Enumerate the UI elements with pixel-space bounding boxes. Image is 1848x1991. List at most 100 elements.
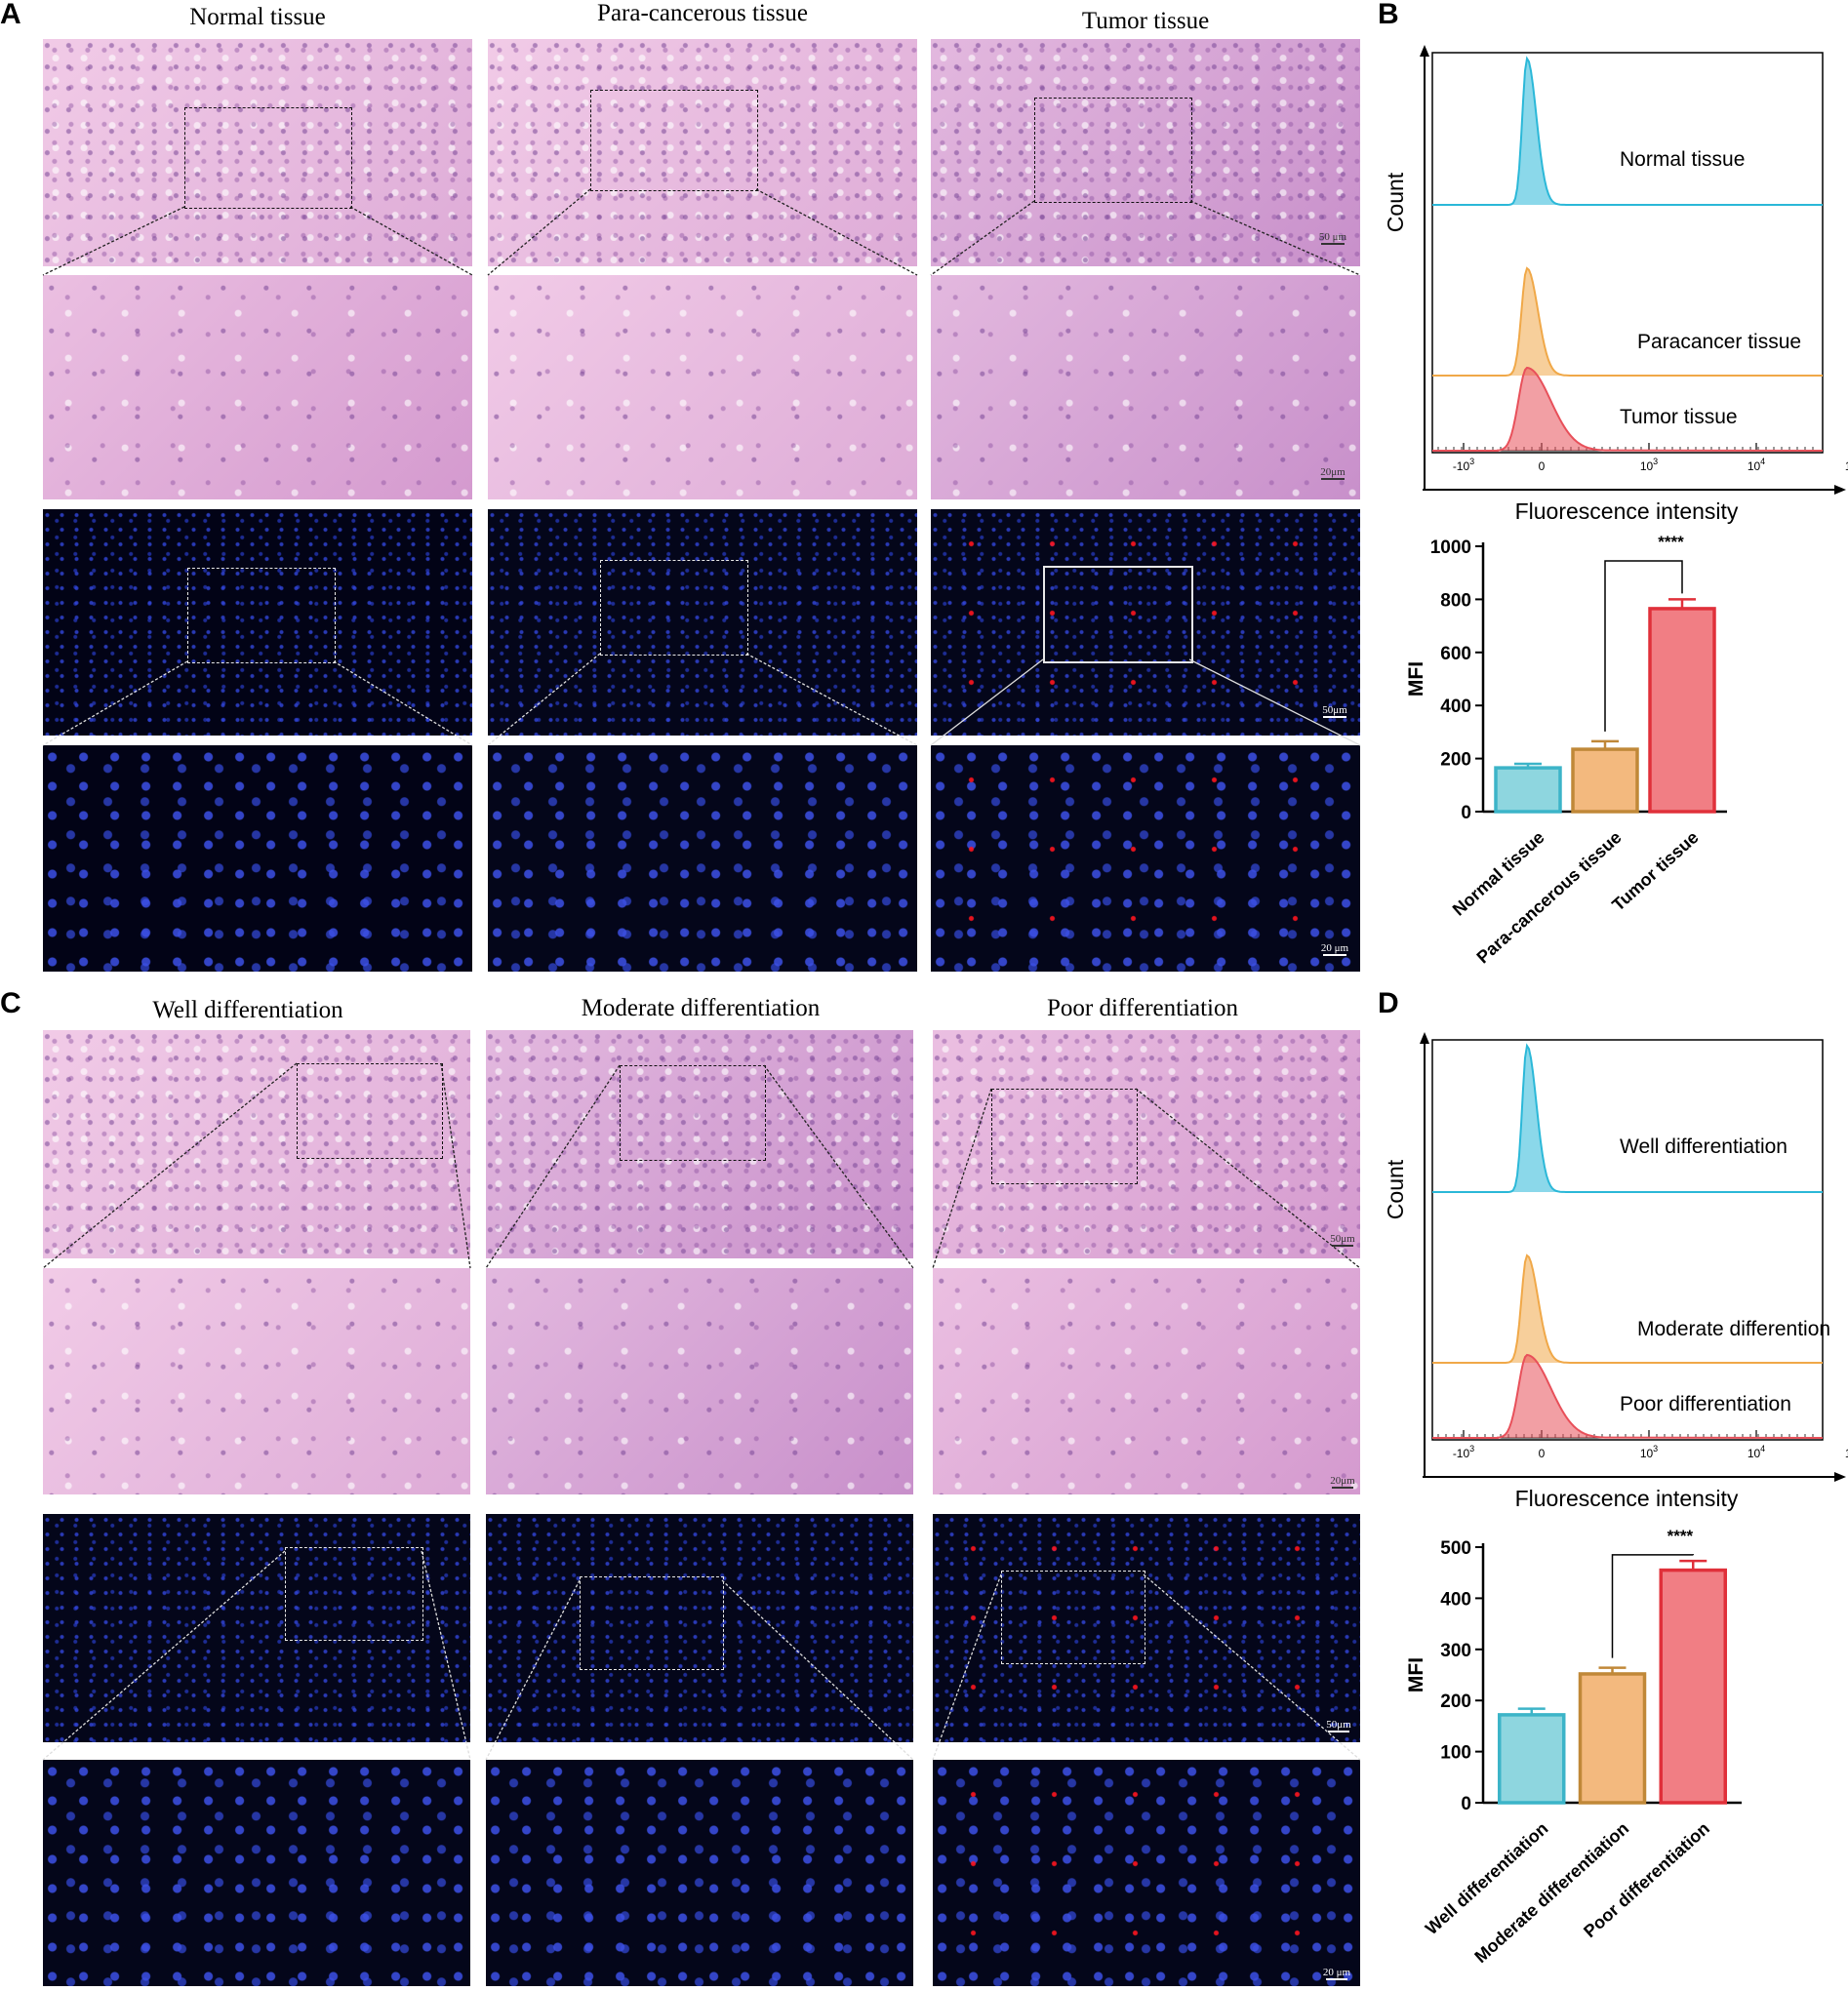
panel-label-c: C	[0, 987, 21, 1019]
if-tumor-low-mag: 50μm	[931, 509, 1360, 736]
y-axis-label: MFI	[1405, 1657, 1427, 1692]
series-label: Moderate differention	[1637, 1318, 1830, 1340]
x-axis-arrow	[1834, 485, 1846, 495]
x-axis-label: Fluorescence intensity	[1515, 498, 1739, 524]
significance-bracket	[1604, 560, 1683, 732]
y-tick-label: 300	[1440, 1641, 1471, 1661]
roi-box	[285, 1547, 423, 1641]
if-poor-low-mag: 50μm	[933, 1514, 1360, 1742]
x-tick-label: 0	[1539, 1447, 1546, 1460]
x-tick-label: Moderate differentiation	[1470, 1818, 1632, 1967]
roi-box	[580, 1576, 724, 1670]
column-title-poor: Poor differentiation	[1046, 995, 1239, 1021]
y-tick-label: 1000	[1430, 538, 1471, 558]
y-tick-label: 800	[1440, 590, 1471, 611]
histogram-series	[1432, 366, 1824, 452]
if-moderate-high-mag	[486, 1760, 913, 1986]
zoom-guide-lines-c	[42, 1062, 1361, 1761]
panel-label-a: A	[0, 0, 21, 30]
scale-bar: 50μm	[1330, 1233, 1355, 1247]
roi-box	[991, 1089, 1138, 1184]
series-label: Paracancer tissue	[1637, 331, 1801, 353]
if-moderate-low-mag	[486, 1514, 913, 1742]
y-tick-label: 0	[1461, 1794, 1471, 1814]
histogram-series	[1432, 1254, 1823, 1364]
bar	[1498, 1713, 1566, 1805]
y-tick-label: 500	[1440, 1538, 1471, 1559]
y-tick-label: 400	[1440, 1589, 1471, 1610]
column-title-tumor: Tumor tissue	[1081, 8, 1210, 34]
scale-bar: 50 μm	[1318, 231, 1347, 245]
y-axis-label: MFI	[1405, 661, 1427, 697]
x-tick-label: 103	[1640, 457, 1658, 473]
significance-label: ****	[1667, 1527, 1694, 1545]
zoom-guide-lines-a	[42, 188, 1361, 746]
histogram-d: -103 0 103 104 105 Fluorescence intensity Coun…	[1383, 1032, 1848, 1511]
x-axis-arrow	[1834, 1472, 1846, 1482]
column-title-well: Well differentiation	[152, 997, 343, 1023]
he-tumor-high-mag: 20μm	[931, 275, 1360, 499]
bar	[1578, 1672, 1647, 1805]
y-tick-label: 400	[1440, 697, 1471, 717]
he-poor-high-mag: 20μm	[933, 1268, 1360, 1494]
roi-box	[297, 1063, 443, 1159]
bar	[1571, 747, 1639, 814]
y-axis-label: Count	[1383, 1159, 1408, 1219]
series-label: Normal tissue	[1620, 148, 1745, 171]
plot-frame	[1431, 1039, 1824, 1441]
x-tick-label: 0	[1539, 459, 1546, 473]
y-tick-label: 200	[1440, 750, 1471, 771]
x-tick-label: 105	[1845, 1444, 1848, 1460]
series-label: Well differentiation	[1620, 1135, 1788, 1158]
he-tumor-low-mag: 50 μm	[931, 39, 1360, 266]
plot-frame	[1431, 52, 1824, 454]
y-tick-label: 0	[1461, 803, 1471, 823]
roi-box	[590, 90, 758, 191]
he-normal-high-mag	[43, 275, 472, 499]
x-tick-label: -103	[1453, 1444, 1474, 1460]
significance-label: ****	[1658, 533, 1684, 551]
roi-box	[600, 560, 748, 656]
bar	[1648, 607, 1716, 814]
x-tick-label: 105	[1845, 457, 1848, 473]
x-tick-label: 104	[1748, 457, 1765, 473]
bar	[1659, 1568, 1727, 1805]
x-tick-label: -103	[1453, 457, 1474, 473]
if-well-low-mag	[43, 1514, 470, 1742]
if-well-high-mag	[43, 1760, 470, 1986]
column-title-moderate: Moderate differentiation	[581, 995, 821, 1021]
panel-label-b: B	[1378, 0, 1399, 30]
x-tick-label: 104	[1748, 1444, 1765, 1460]
y-tick-label: 200	[1440, 1692, 1471, 1712]
if-normal-high-mag	[43, 745, 472, 972]
roi-box	[620, 1065, 766, 1161]
column-title-paracancerous: Para-cancerous tissue	[597, 0, 808, 26]
if-normal-low-mag	[43, 509, 472, 736]
he-moderate-high-mag	[486, 1268, 913, 1494]
bar	[1494, 766, 1562, 814]
significance-bracket	[1611, 1554, 1694, 1658]
he-paracancerous-high-mag	[488, 275, 917, 499]
he-paracancerous-low-mag	[488, 39, 917, 266]
x-tick-label: 103	[1640, 1444, 1658, 1460]
histogram-series	[1432, 1353, 1824, 1439]
series-label: Tumor tissue	[1620, 406, 1738, 428]
scale-bar: 20μm	[1320, 466, 1346, 480]
scale-bar: 20μm	[1330, 1475, 1355, 1489]
if-poor-high-mag: 20 μm	[933, 1760, 1360, 1986]
series-label: Poor differentiation	[1620, 1393, 1791, 1415]
y-axis-arrow	[1420, 1032, 1429, 1044]
he-normal-low-mag	[43, 39, 472, 266]
y-tick-label: 100	[1440, 1743, 1471, 1764]
if-tumor-high-mag: 20 μm	[931, 745, 1360, 972]
y-axis-label: Count	[1383, 172, 1408, 232]
he-well-high-mag	[43, 1268, 470, 1494]
y-tick-label: 600	[1440, 644, 1471, 664]
if-paracancerous-high-mag	[488, 745, 917, 972]
histogram-series	[1432, 266, 1823, 377]
column-title-normal: Normal tissue	[189, 4, 326, 30]
histogram-b: -103 0 103 104 105 Fluorescence intensity Coun…	[1383, 45, 1848, 524]
he-moderate-low-mag	[486, 1030, 913, 1258]
histogram-series	[1432, 1043, 1823, 1193]
